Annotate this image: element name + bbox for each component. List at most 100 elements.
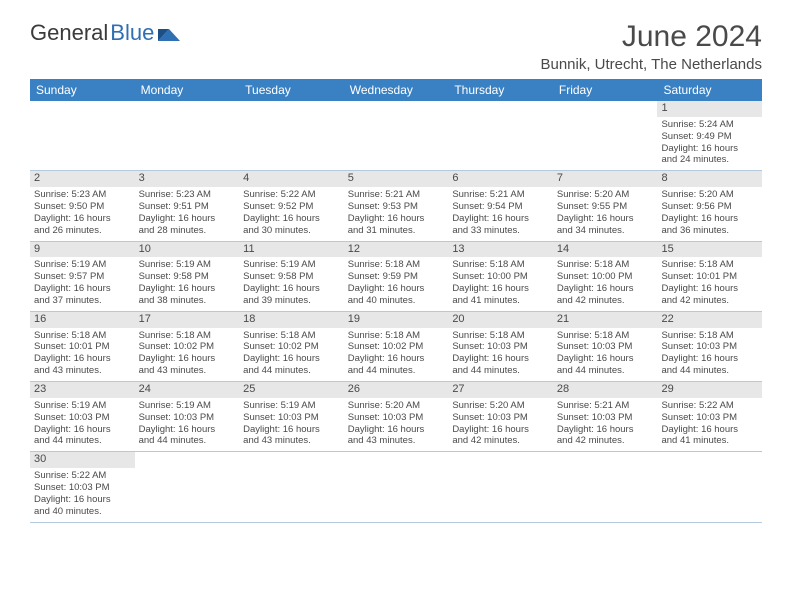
day-number: 7 [553,171,658,187]
sunrise-text: Sunrise: 5:19 AM [34,259,131,271]
daylight-text: Daylight: 16 hours [661,213,758,225]
daylight-text: and 28 minutes. [139,225,236,237]
daylight-text: Daylight: 16 hours [34,353,131,365]
sunset-text: Sunset: 9:58 PM [243,271,340,283]
sunrise-text: Sunrise: 5:19 AM [34,400,131,412]
empty-cell [135,452,240,521]
day-cell: 12Sunrise: 5:18 AMSunset: 9:59 PMDayligh… [344,242,449,311]
sunset-text: Sunset: 9:52 PM [243,201,340,213]
sunset-text: Sunset: 10:01 PM [34,341,131,353]
weeks-container: 1Sunrise: 5:24 AMSunset: 9:49 PMDaylight… [30,101,762,523]
sunset-text: Sunset: 10:03 PM [661,412,758,424]
sunrise-text: Sunrise: 5:19 AM [139,259,236,271]
daylight-text: and 42 minutes. [452,435,549,447]
day-number: 24 [135,382,240,398]
day-number: 29 [657,382,762,398]
sunset-text: Sunset: 10:02 PM [348,341,445,353]
day-number: 18 [239,312,344,328]
daylight-text: and 40 minutes. [34,506,131,518]
daylight-text: Daylight: 16 hours [34,494,131,506]
day-cell: 13Sunrise: 5:18 AMSunset: 10:00 PMDaylig… [448,242,553,311]
day-cell: 14Sunrise: 5:18 AMSunset: 10:00 PMDaylig… [553,242,658,311]
daylight-text: and 31 minutes. [348,225,445,237]
day-cell: 15Sunrise: 5:18 AMSunset: 10:01 PMDaylig… [657,242,762,311]
daylight-text: and 39 minutes. [243,295,340,307]
daylight-text: Daylight: 16 hours [139,213,236,225]
day-number: 19 [344,312,449,328]
sunrise-text: Sunrise: 5:20 AM [348,400,445,412]
sunset-text: Sunset: 10:02 PM [243,341,340,353]
sunrise-text: Sunrise: 5:22 AM [661,400,758,412]
week-row: 2Sunrise: 5:23 AMSunset: 9:50 PMDaylight… [30,171,762,241]
daylight-text: Daylight: 16 hours [34,424,131,436]
daylight-text: and 42 minutes. [557,435,654,447]
sunrise-text: Sunrise: 5:20 AM [661,189,758,201]
empty-cell [344,101,449,170]
daylight-text: Daylight: 16 hours [139,353,236,365]
daylight-text: Daylight: 16 hours [243,283,340,295]
daylight-text: and 26 minutes. [34,225,131,237]
day-cell: 17Sunrise: 5:18 AMSunset: 10:02 PMDaylig… [135,312,240,381]
day-number: 27 [448,382,553,398]
sunset-text: Sunset: 10:03 PM [557,412,654,424]
day-number: 4 [239,171,344,187]
weekday-label: Friday [553,79,658,101]
daylight-text: Daylight: 16 hours [452,213,549,225]
sunset-text: Sunset: 10:02 PM [139,341,236,353]
day-number: 22 [657,312,762,328]
day-number: 12 [344,242,449,258]
day-number: 21 [553,312,658,328]
daylight-text: and 44 minutes. [348,365,445,377]
sunset-text: Sunset: 9:53 PM [348,201,445,213]
daylight-text: Daylight: 16 hours [348,353,445,365]
sunrise-text: Sunrise: 5:23 AM [34,189,131,201]
daylight-text: and 38 minutes. [139,295,236,307]
sunrise-text: Sunrise: 5:21 AM [557,400,654,412]
daylight-text: and 43 minutes. [139,365,236,377]
sunrise-text: Sunrise: 5:19 AM [139,400,236,412]
sunrise-text: Sunrise: 5:18 AM [557,259,654,271]
day-cell: 10Sunrise: 5:19 AMSunset: 9:58 PMDayligh… [135,242,240,311]
daylight-text: Daylight: 16 hours [34,213,131,225]
daylight-text: and 42 minutes. [557,295,654,307]
sunset-text: Sunset: 9:51 PM [139,201,236,213]
day-cell: 26Sunrise: 5:20 AMSunset: 10:03 PMDaylig… [344,382,449,451]
sunset-text: Sunset: 10:03 PM [557,341,654,353]
week-row: 1Sunrise: 5:24 AMSunset: 9:49 PMDaylight… [30,101,762,171]
day-cell: 20Sunrise: 5:18 AMSunset: 10:03 PMDaylig… [448,312,553,381]
daylight-text: and 41 minutes. [452,295,549,307]
daylight-text: and 44 minutes. [661,365,758,377]
daylight-text: and 24 minutes. [661,154,758,166]
daylight-text: Daylight: 16 hours [348,213,445,225]
daylight-text: Daylight: 16 hours [243,213,340,225]
daylight-text: Daylight: 16 hours [557,424,654,436]
day-number: 30 [30,452,135,468]
day-cell: 8Sunrise: 5:20 AMSunset: 9:56 PMDaylight… [657,171,762,240]
day-cell: 18Sunrise: 5:18 AMSunset: 10:02 PMDaylig… [239,312,344,381]
week-row: 16Sunrise: 5:18 AMSunset: 10:01 PMDaylig… [30,312,762,382]
sunset-text: Sunset: 10:03 PM [34,412,131,424]
daylight-text: and 44 minutes. [139,435,236,447]
sunset-text: Sunset: 9:54 PM [452,201,549,213]
day-cell: 3Sunrise: 5:23 AMSunset: 9:51 PMDaylight… [135,171,240,240]
day-cell: 29Sunrise: 5:22 AMSunset: 10:03 PMDaylig… [657,382,762,451]
header: GeneralBlue June 2024 Bunnik, Utrecht, T… [30,20,762,73]
daylight-text: and 34 minutes. [557,225,654,237]
day-cell: 19Sunrise: 5:18 AMSunset: 10:02 PMDaylig… [344,312,449,381]
day-cell: 27Sunrise: 5:20 AMSunset: 10:03 PMDaylig… [448,382,553,451]
sunset-text: Sunset: 10:03 PM [34,482,131,494]
weekday-label: Wednesday [344,79,449,101]
sunrise-text: Sunrise: 5:24 AM [661,119,758,131]
daylight-text: and 43 minutes. [243,435,340,447]
calendar: SundayMondayTuesdayWednesdayThursdayFrid… [30,79,762,523]
empty-cell [30,101,135,170]
day-number: 23 [30,382,135,398]
day-number: 6 [448,171,553,187]
day-cell: 5Sunrise: 5:21 AMSunset: 9:53 PMDaylight… [344,171,449,240]
daylight-text: and 42 minutes. [661,295,758,307]
sunrise-text: Sunrise: 5:18 AM [661,259,758,271]
sunrise-text: Sunrise: 5:18 AM [452,330,549,342]
sunset-text: Sunset: 10:03 PM [139,412,236,424]
day-cell: 2Sunrise: 5:23 AMSunset: 9:50 PMDaylight… [30,171,135,240]
daylight-text: and 43 minutes. [348,435,445,447]
